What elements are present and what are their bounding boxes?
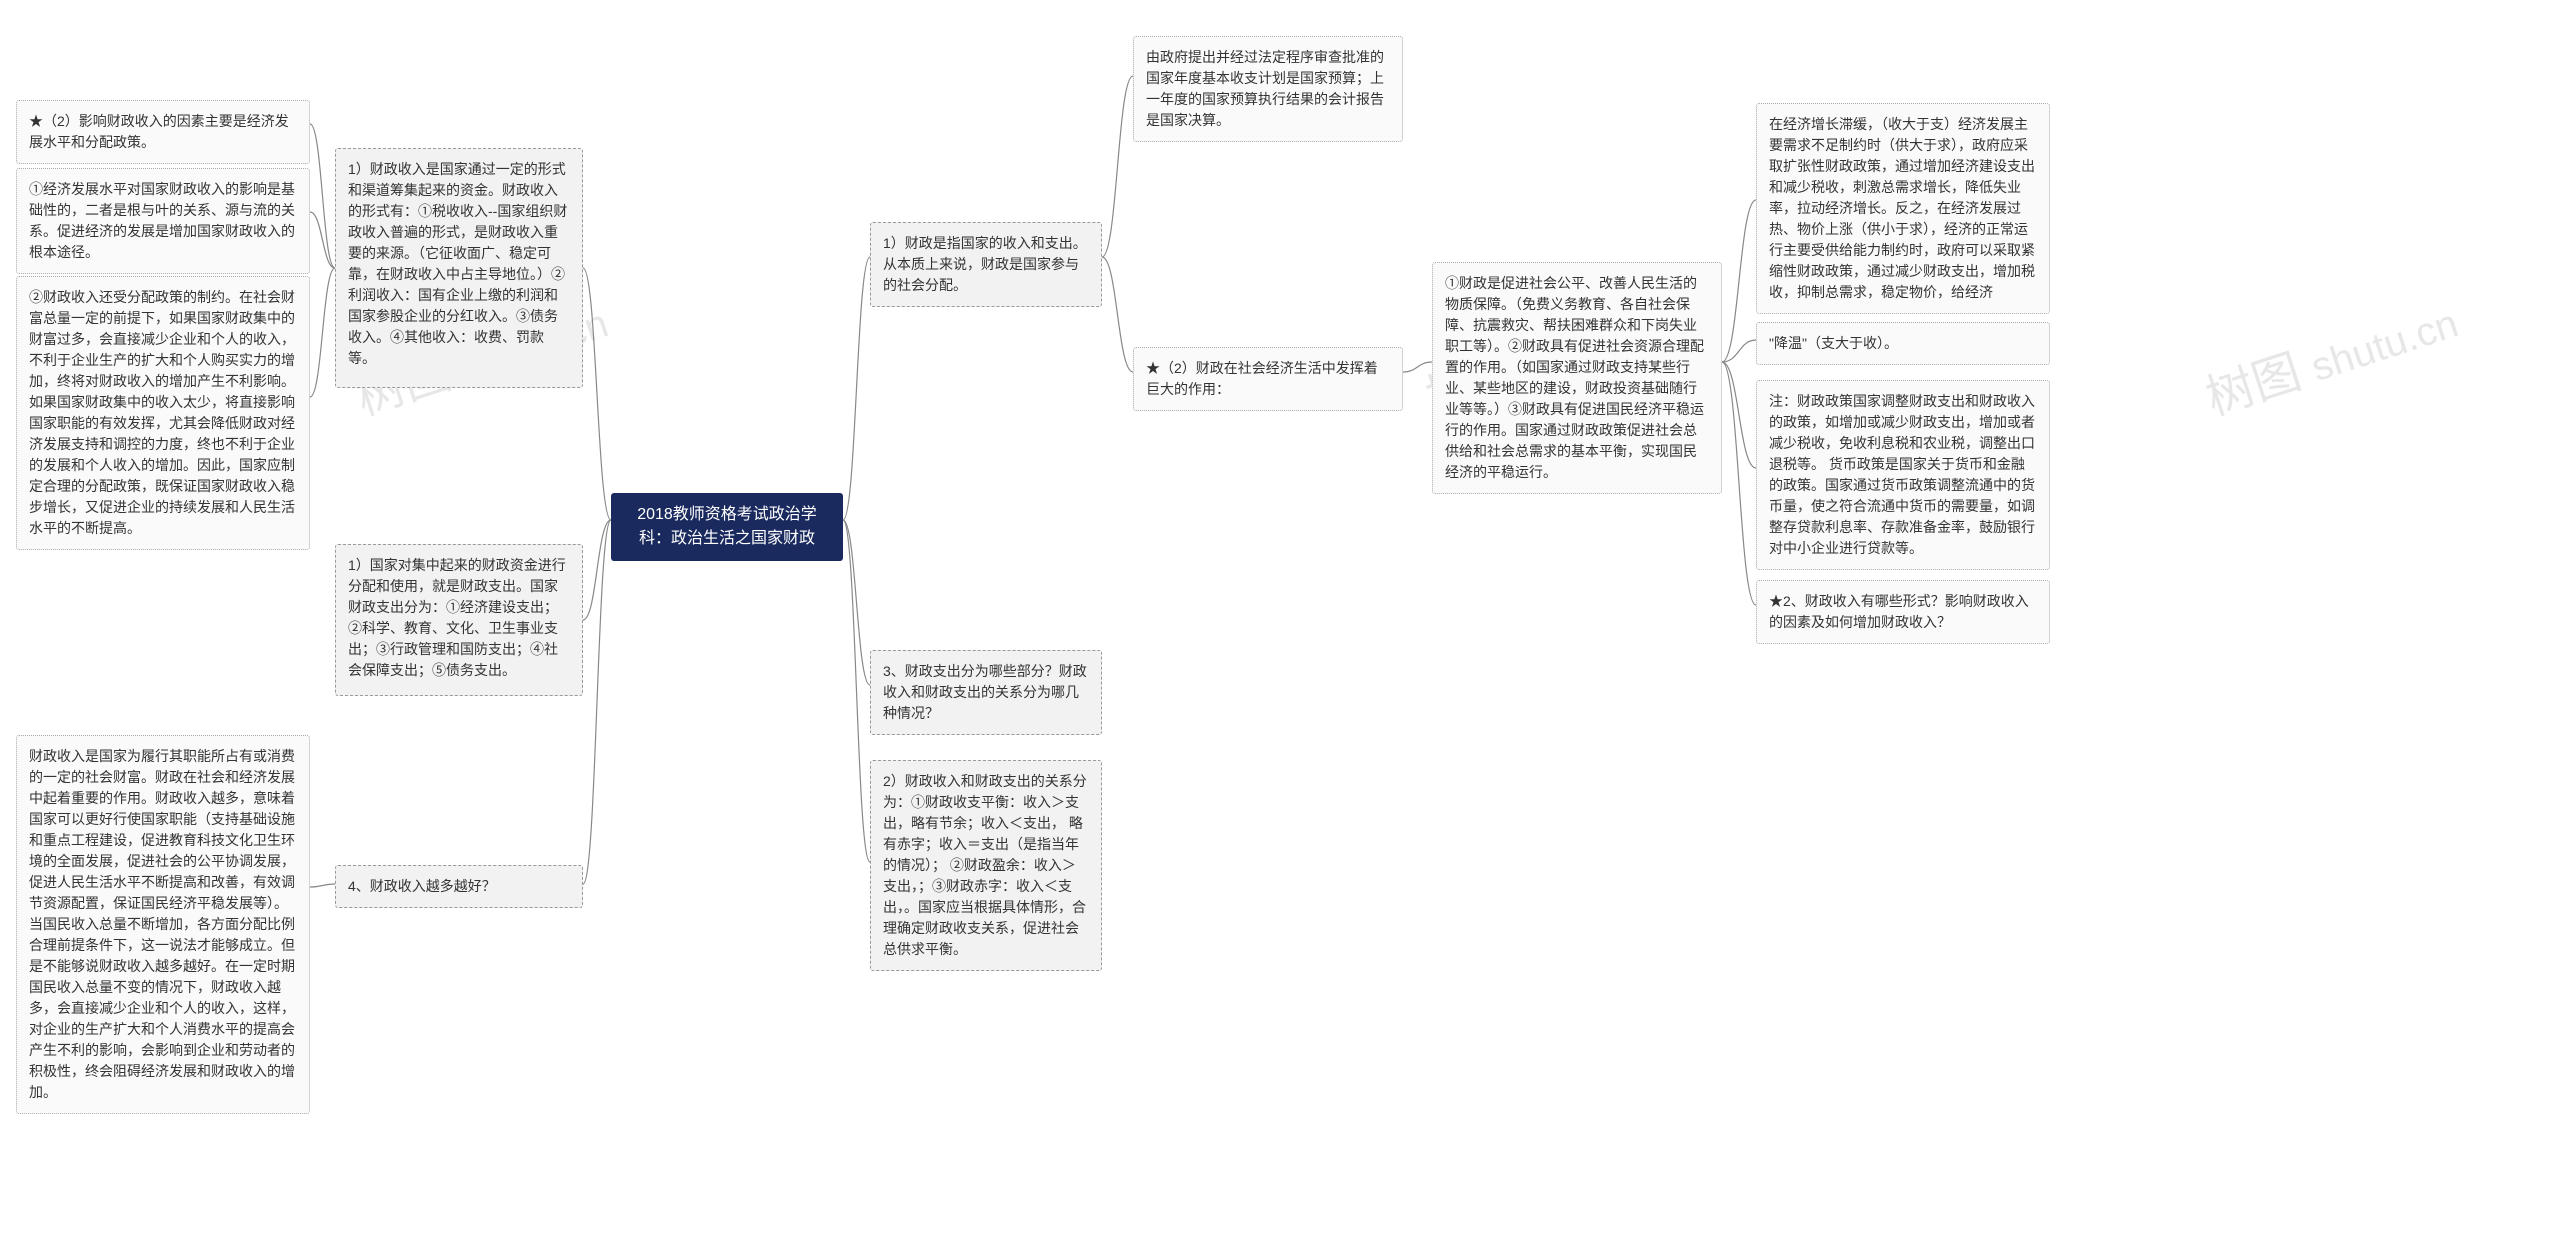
watermark: 树图 shutu.cn — [2196, 281, 2465, 428]
node-r1c: 2）财政收入和财政支出的关系分为：①财政收支平衡：收入＞支出，略有节余；收入＜支… — [870, 760, 1102, 971]
node-l1a: 1）财政收入是国家通过一定的形式和渠道筹集起来的资金。财政收入的形式有：①税收收… — [335, 148, 583, 388]
node-r2a: 由政府提出并经过法定程序审查批准的国家年度基本收支计划是国家预算；上一年度的国家… — [1133, 36, 1403, 142]
node-l1b: 1）国家对集中起来的财政资金进行分配和使用，就是财政支出。国家财政支出分为：①经… — [335, 544, 583, 696]
node-l2d: 财政收入是国家为履行其职能所占有或消费的一定的社会财富。财政在社会和经济发展中起… — [16, 735, 310, 1114]
node-l1c: 4、财政收入越多越好？ — [335, 865, 583, 908]
node-r2b: ★（2）财政在社会经济生活中发挥着巨大的作用： — [1133, 347, 1403, 411]
node-r4d: ★2、财政收入有哪些形式？影响财政收入的因素及如何增加财政收入？ — [1756, 580, 2050, 644]
node-r4a: 在经济增长滞缓，（收大于支）经济发展主要需求不足制约时（供大于求），政府应采取扩… — [1756, 103, 2050, 314]
node-r1b: 3、财政支出分为哪些部分？财政收入和财政支出的关系分为哪几种情况？ — [870, 650, 1102, 735]
node-r1a: 1）财政是指国家的收入和支出。从本质上来说，财政是国家参与的社会分配。 — [870, 222, 1102, 307]
node-l2c: ②财政收入还受分配政策的制约。在社会财富总量一定的前提下，如果国家财政集中的财富… — [16, 276, 310, 550]
node-l2b: ①经济发展水平对国家财政收入的影响是基础性的，二者是根与叶的关系、源与流的关系。… — [16, 168, 310, 274]
node-r4c: 注：财政政策国家调整财政支出和财政收入的政策，如增加或减少财政支出，增加或者减少… — [1756, 380, 2050, 570]
node-r4b: "降温"（支大于收）。 — [1756, 322, 2050, 365]
node-l2a: ★（2）影响财政收入的因素主要是经济发展水平和分配政策。 — [16, 100, 310, 164]
root-node: 2018教师资格考试政治学科：政治生活之国家财政 — [611, 493, 843, 561]
node-r3a: ①财政是促进社会公平、改善人民生活的物质保障。（免费义务教育、各自社会保障、抗震… — [1432, 262, 1722, 494]
